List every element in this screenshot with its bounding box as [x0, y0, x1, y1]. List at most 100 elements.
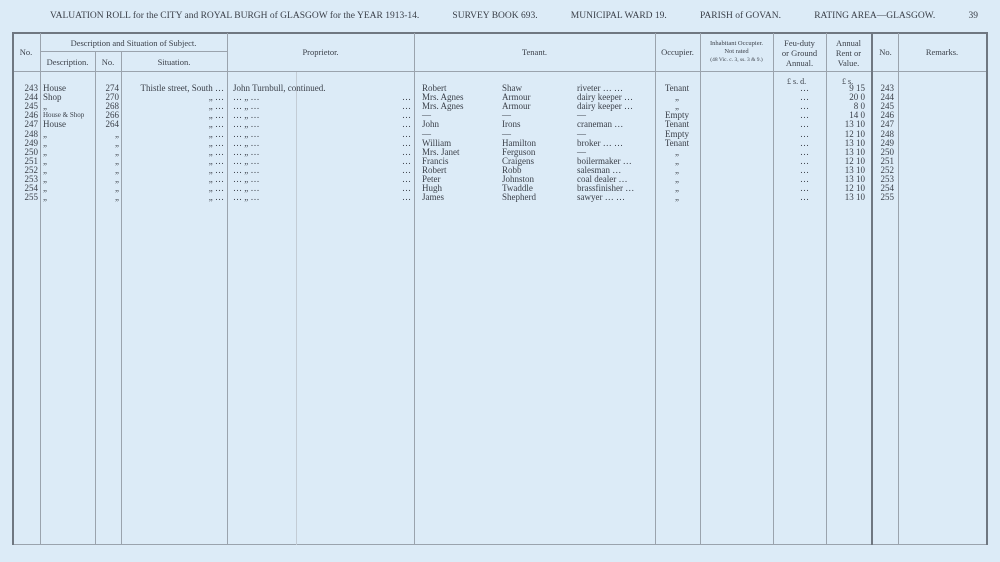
situation: „ …	[208, 155, 224, 166]
annual-rent: 8 0	[853, 101, 865, 112]
feu-duty: …	[800, 110, 809, 121]
col-feu-duty: Feu-duty or Ground Annual.	[773, 38, 826, 68]
description: „	[43, 164, 47, 175]
tenant-surname: —	[502, 110, 511, 121]
proprietor: … „ …	[233, 110, 260, 121]
tenant-first-name: Hugh	[422, 183, 442, 194]
description: House	[43, 83, 66, 93]
occupier: „	[675, 174, 679, 184]
tenant-surname: Armour	[502, 92, 531, 103]
description: „	[43, 101, 47, 112]
proprietor: … „ …	[233, 174, 260, 184]
situation: „ …	[208, 137, 224, 148]
description: „	[43, 146, 47, 157]
feu-duty: …	[800, 174, 809, 184]
description: Shop	[43, 92, 62, 103]
row-no-right: 250	[880, 146, 895, 157]
col-rent-line1: Annual	[835, 38, 862, 48]
tenant-surname: Ferguson	[502, 146, 536, 157]
tenant-surname: Johnston	[502, 174, 535, 184]
annual-rent: 13 10	[844, 137, 865, 148]
description: „	[43, 137, 47, 148]
rent-units: £ s.	[842, 77, 854, 86]
row-no: 244	[24, 92, 39, 103]
col-no: No.	[19, 47, 33, 57]
description: „	[43, 192, 47, 203]
proprietor: … „ …	[233, 92, 260, 103]
subject-number: 270	[105, 92, 120, 103]
annual-rent: 13 10	[844, 164, 865, 175]
tenant-first-name: John	[422, 119, 440, 130]
description: „	[43, 174, 47, 184]
situation: „ …	[208, 119, 224, 130]
occupier: „	[675, 101, 679, 112]
col-feu-line3: Annual.	[785, 58, 814, 68]
feu-duty: …	[800, 155, 809, 166]
leader-dots: …	[402, 192, 411, 203]
situation: Thistle street, South …	[140, 83, 225, 93]
rating-area: RATING AREA—GLASGOW.	[814, 11, 936, 21]
subject-number: „	[115, 146, 119, 157]
feu-duty: …	[800, 128, 809, 139]
tenant-surname: Shepherd	[502, 192, 536, 203]
page-number: 39	[968, 11, 978, 21]
col-inhabitant: Inhabitant Occupier. Not rated (48 Vic. …	[700, 40, 773, 64]
occupier: „	[675, 164, 679, 175]
row-no: 243	[24, 83, 39, 93]
row-no-right: 252	[880, 164, 895, 175]
col-annual-rent: Annual Rent or Value.	[826, 38, 871, 68]
row-no-right: 254	[880, 183, 895, 194]
occupier: „	[675, 155, 679, 166]
col-occupier: Occupier.	[661, 47, 694, 57]
proprietor: … „ …	[233, 128, 260, 139]
annual-rent: 13 10	[844, 174, 865, 184]
situation: „ …	[208, 146, 224, 157]
annual-rent: 14 0	[849, 110, 865, 121]
col-description: Description.	[46, 57, 89, 67]
tenant-occupation: coal dealer …	[577, 174, 628, 184]
col-inhabitant-line1: Inhabitant Occupier.	[709, 40, 764, 47]
tenant-first-name: Francis	[422, 155, 449, 166]
col-tenant: Tenant.	[521, 47, 548, 57]
subject-number: „	[115, 137, 119, 148]
feu-duty: …	[800, 192, 809, 203]
row-no-right: 247	[880, 119, 895, 130]
situation: „ …	[208, 92, 224, 103]
proprietor: … „ …	[233, 101, 260, 112]
survey-book: SURVEY BOOK 693.	[452, 11, 538, 21]
annual-rent: 9 15	[849, 83, 865, 93]
leader-dots: …	[402, 110, 411, 121]
proprietor: John Turnbull, continued.	[233, 83, 326, 93]
tenant-surname: Hamilton	[502, 137, 536, 148]
feu-duty: …	[800, 146, 809, 157]
col-no-right: No.	[879, 47, 892, 57]
tenant-first-name: Mrs. Agnes	[422, 92, 464, 103]
occupier: Empty	[665, 110, 689, 121]
feu-duty: …	[800, 92, 809, 103]
subject-number: 264	[105, 119, 120, 130]
tenant-occupation: dairy keeper …	[577, 101, 633, 112]
annual-rent: 13 10	[844, 146, 865, 157]
subject-number: 274	[105, 83, 120, 93]
row-no-right: 244	[880, 92, 895, 103]
annual-rent: 12 10	[844, 128, 865, 139]
row-no: 255	[24, 192, 39, 203]
situation: „ …	[208, 110, 224, 121]
proprietor: … „ …	[233, 119, 260, 130]
leader-dots: …	[402, 146, 411, 157]
row-no: 248	[24, 128, 39, 139]
proprietor: … „ …	[233, 137, 260, 148]
tenant-first-name: William	[422, 137, 452, 148]
col-inhabitant-line2: Not rated	[724, 48, 749, 55]
subject-number: 266	[105, 110, 120, 121]
tenant-occupation: boilermaker …	[577, 155, 632, 166]
tenant-surname: —	[502, 128, 511, 139]
tenant-occupation: —	[577, 128, 586, 139]
roll-title: VALUATION ROLL for the CITY and ROYAL BU…	[50, 11, 420, 21]
subject-number: „	[115, 155, 119, 166]
occupier: „	[675, 192, 679, 203]
occupier: „	[675, 146, 679, 157]
situation: „ …	[208, 164, 224, 175]
row-no: 246	[24, 110, 39, 121]
